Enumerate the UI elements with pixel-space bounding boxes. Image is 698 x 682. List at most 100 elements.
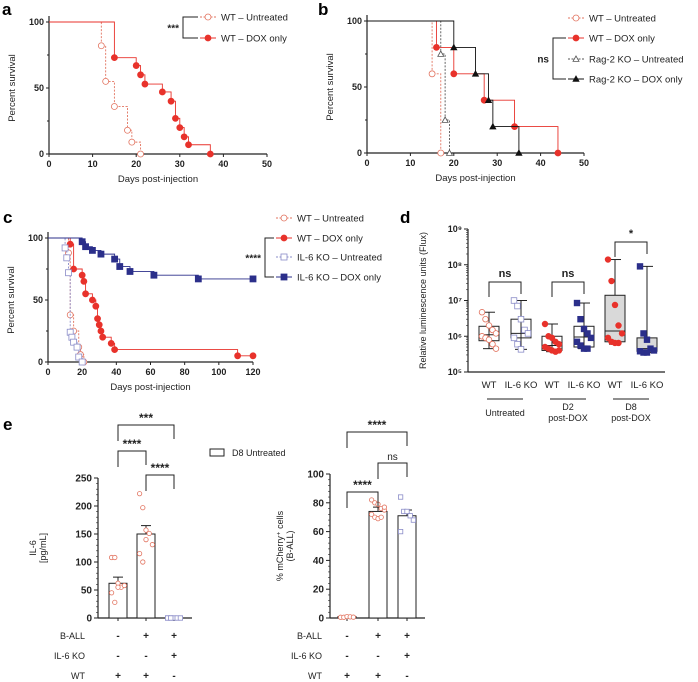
survival-point — [441, 116, 449, 123]
box-point — [482, 315, 489, 323]
y-axis-label: IL-6 — [28, 540, 38, 556]
box-point — [580, 325, 588, 333]
x-axis-label: Days post-injection — [110, 382, 190, 393]
survival-point — [185, 141, 192, 149]
survival-point — [206, 150, 214, 158]
survival-point — [70, 338, 78, 346]
box-point — [514, 340, 521, 348]
y-tick-label: 50 — [34, 83, 44, 93]
x-tick-label: 40 — [111, 367, 121, 377]
survival-point — [126, 268, 134, 275]
y-tick-label: 100 — [75, 558, 92, 569]
significance-label: ns — [499, 268, 512, 280]
y-tick-label: 0 — [357, 148, 362, 158]
box-point — [643, 349, 651, 356]
significance-bracket — [145, 474, 175, 491]
legend-label: IL-6 KO – DOX only — [297, 273, 381, 284]
group-label: D8 — [625, 402, 637, 412]
legend-label: Rag-2 KO – DOX only — [589, 75, 683, 86]
condition-sign: + — [171, 631, 177, 642]
survival-point — [471, 69, 480, 77]
significance-bracket — [117, 450, 147, 467]
box-point — [517, 346, 525, 353]
x-category-label: WT — [482, 380, 497, 391]
significance-bracket — [182, 16, 198, 39]
x-tick-label: 20 — [449, 158, 459, 168]
legend-label: WT – Untreated — [589, 14, 656, 25]
bar-point — [121, 582, 128, 589]
y-tick-label: 100 — [29, 17, 44, 27]
bar-point — [109, 590, 115, 596]
y-tick-label: 100 — [28, 233, 43, 243]
panel-letter: c — [3, 208, 12, 227]
survival-point — [433, 44, 440, 51]
box-point — [510, 297, 518, 304]
condition-sign: - — [376, 651, 379, 662]
condition-sign: - — [116, 651, 119, 662]
bar-point — [381, 504, 387, 510]
survival-point — [63, 254, 71, 262]
y-tick-label: 80 — [313, 498, 325, 509]
survival-point — [80, 277, 88, 285]
bar-point — [404, 508, 410, 515]
box-point — [485, 336, 493, 343]
significance-label: *** — [167, 24, 179, 35]
y-axis-label: Percent survival — [6, 266, 17, 334]
condition-label: WT — [71, 671, 85, 681]
x-tick-label: 20 — [131, 159, 141, 169]
survival-point — [141, 80, 149, 88]
x-tick-label: 80 — [180, 367, 190, 377]
condition-sign: - — [116, 631, 119, 642]
condition-sign: - — [405, 671, 408, 682]
survival-point — [65, 269, 72, 277]
significance-label: **** — [151, 461, 170, 475]
survival-point — [124, 126, 131, 134]
y-axis-label: Relative luminescence units (Flux) — [418, 232, 428, 369]
x-tick-label: 50 — [579, 158, 589, 168]
box-point — [587, 334, 595, 342]
panel-letter: d — [400, 208, 410, 227]
survival-point — [111, 255, 119, 263]
y-axis-label: [pg/mL] — [38, 533, 48, 563]
bar-point — [143, 527, 149, 533]
survival-point — [111, 346, 119, 354]
box-point — [650, 347, 658, 354]
survival-point — [484, 96, 493, 103]
survival-point — [116, 263, 124, 270]
group-label: post-DOX — [611, 413, 651, 423]
survival-point — [107, 339, 115, 347]
condition-label: B-ALL — [297, 631, 322, 641]
significance-bracket — [377, 462, 408, 479]
x-tick-label: 100 — [211, 367, 226, 377]
y-tick-label: 100 — [307, 470, 324, 481]
survival-point — [94, 315, 101, 323]
survival-curve-3 — [367, 20, 520, 153]
bar-point — [137, 491, 143, 497]
survival-point — [82, 290, 89, 298]
x-category-label: IL-6 KO — [568, 380, 601, 391]
survival-point — [150, 271, 158, 279]
legend-label: WT – DOX only — [589, 34, 655, 45]
y-tick-label: 0 — [39, 149, 44, 159]
x-tick-label: 50 — [262, 159, 272, 169]
legend-label: WT – DOX only — [221, 34, 287, 45]
bar-point — [115, 584, 121, 590]
bar-point — [177, 615, 183, 621]
box-point — [492, 330, 500, 337]
x-tick-label: 40 — [218, 159, 228, 169]
y-tick-label: 150 — [75, 530, 92, 541]
x-category-label: IL-6 KO — [505, 380, 538, 391]
survival-point — [111, 54, 118, 62]
legend-label: WT – Untreated — [297, 214, 364, 225]
bar-point — [378, 514, 384, 520]
significance-bracket — [264, 237, 274, 278]
y-tick-label: 10⁷ — [448, 296, 462, 306]
survival-point — [61, 244, 69, 252]
condition-label: IL-6 KO — [291, 651, 322, 661]
legend-label: WT – Untreated — [221, 13, 288, 24]
y-axis-label: Percent survival — [325, 53, 336, 121]
panel-letter: e — [3, 415, 12, 434]
x-tick-label: 0 — [364, 158, 369, 168]
survival-point — [99, 333, 107, 341]
